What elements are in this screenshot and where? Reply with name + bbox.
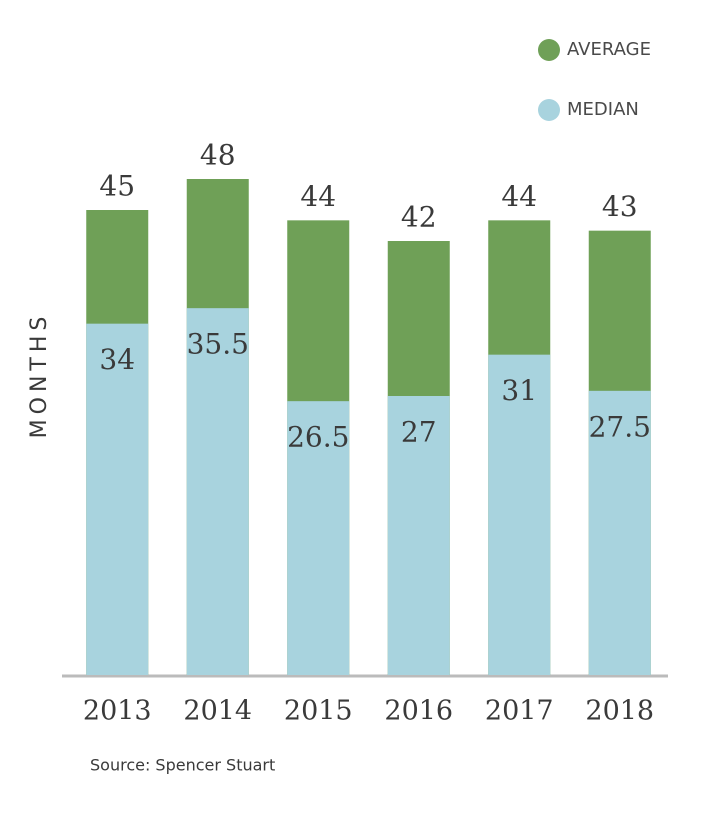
value-label: 44 [300,180,336,213]
y-axis-label: MONTHS [27,312,52,439]
value-label: 42 [401,201,437,234]
bar [287,401,350,675]
value-label: 26.5 [287,421,349,454]
bar [488,354,551,675]
x-tick-label: 2016 [384,696,453,727]
x-tick-label: 2014 [183,696,252,727]
x-tick-label: 2018 [585,696,654,727]
value-label: 45 [99,170,135,203]
bar [588,390,651,675]
value-label: 35.5 [187,328,249,361]
value-label: 27.5 [589,410,651,443]
legend-label: MEDIAN [567,99,639,120]
legend-swatch [538,39,560,61]
bar [186,308,249,675]
x-tick-label: 2017 [485,696,554,727]
legend-swatch [538,99,560,121]
x-tick-label: 2015 [284,696,353,727]
value-label: 48 [200,139,236,172]
bar [86,323,149,675]
bar [387,396,450,675]
value-label: 43 [602,190,638,223]
value-label: 27 [401,416,437,449]
x-tick-label: 2013 [83,696,152,727]
value-label: 44 [501,180,537,213]
value-label: 34 [99,343,135,376]
source: Source: Spencer Stuart [90,756,275,775]
value-label: 31 [501,374,537,407]
legend-label: AVERAGE [567,39,651,60]
